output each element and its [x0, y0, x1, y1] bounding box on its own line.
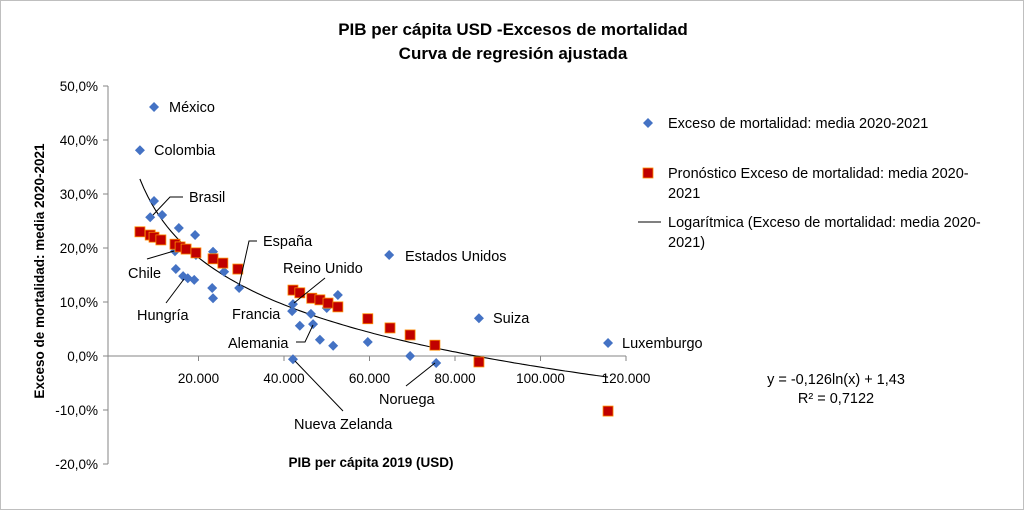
y-tick-label: -10,0%: [55, 403, 98, 418]
forecast-point: [190, 247, 202, 259]
observed-point: [207, 282, 218, 293]
forecast-point: [155, 234, 167, 246]
r-squared: R² = 0,7122: [798, 391, 874, 407]
leader-line-alemania: [296, 324, 314, 343]
observed-point: [190, 230, 201, 241]
observed-point: [145, 212, 156, 223]
forecast-point: [180, 243, 192, 255]
legend-marker-forecast: [642, 167, 654, 179]
forecast-point: [332, 301, 344, 313]
forecast-point: [404, 329, 416, 341]
x-axis-title: PIB per cápita 2019 (USD): [288, 455, 453, 470]
legend-marker-observed: [643, 118, 653, 128]
forecast-point: [207, 253, 219, 265]
x-tick-label: 40.000: [263, 371, 304, 386]
forecast-point: [362, 313, 374, 325]
observed-point: [208, 293, 219, 304]
point-label-chile: Chile: [128, 266, 161, 282]
legend: Exceso de mortalidad: media 2020-2021 Pr…: [638, 116, 981, 251]
legend-label-forecast-line-2: 2021: [668, 186, 700, 202]
leader-line-reino-unido: [293, 277, 326, 304]
point-label-hungria: Hungría: [137, 308, 190, 324]
regression-equation: y = -0,126ln(x) + 1,43: [767, 372, 905, 388]
observed-point: [189, 274, 200, 285]
y-tick-label: 10,0%: [60, 295, 98, 310]
observed-point: [384, 250, 395, 261]
legend-label-trendline-line-2: 2021): [668, 235, 705, 251]
legend-label-forecast-line-1: Pronóstico Exceso de mortalidad: media 2…: [668, 166, 969, 182]
observed-point: [362, 336, 373, 347]
leader-line-nueva-zelanda: [294, 360, 344, 412]
y-axis-title: Exceso de mortalidad: media 2020-2021: [32, 143, 47, 399]
chart-title-line-2: Curva de regresión ajustada: [399, 44, 628, 63]
leader-line-noruega: [405, 362, 436, 387]
y-tick-label: 40,0%: [60, 133, 98, 148]
leader-line-brasil: [152, 196, 183, 216]
leader-line-espana: [238, 240, 257, 287]
point-label-mexico: México: [169, 100, 215, 116]
forecast-point: [134, 226, 146, 238]
observed-point: [473, 313, 484, 324]
observed-point: [149, 196, 160, 207]
forecast-point: [232, 263, 244, 275]
legend-label-observed: Exceso de mortalidad: media 2020-2021: [668, 116, 928, 132]
y-tick-label: -20,0%: [55, 457, 98, 472]
forecast-point: [217, 257, 229, 269]
observed-point: [405, 351, 416, 361]
y-tick-label: 30,0%: [60, 187, 98, 202]
observed-point: [157, 210, 168, 221]
point-label-nueva-zelanda: Nueva Zelanda: [294, 417, 393, 433]
forecast-point: [602, 405, 614, 417]
point-label-noruega: Noruega: [379, 392, 436, 408]
observed-point: [328, 340, 339, 351]
observed-point: [332, 289, 343, 300]
x-tick-label: 60.000: [349, 371, 390, 386]
observed-point: [603, 338, 614, 349]
leader-line-chile: [146, 250, 175, 260]
forecast-point: [384, 322, 396, 334]
x-tick-label: 80.000: [434, 371, 475, 386]
observed-point: [308, 319, 319, 330]
observed-point: [314, 334, 325, 345]
point-label-reino-unido: Reino Unido: [283, 261, 363, 277]
x-tick-label: 120.000: [602, 371, 651, 386]
y-tick-label: 50,0%: [60, 79, 98, 94]
point-label-luxemburgo: Luxemburgo: [622, 336, 703, 352]
point-label-brasil: Brasil: [189, 190, 225, 206]
observed-point: [234, 282, 245, 293]
point-label-francia: Francia: [232, 307, 281, 323]
point-label-estados-unidos: Estados Unidos: [405, 249, 507, 265]
forecast-point: [429, 339, 441, 351]
observed-point: [173, 223, 184, 234]
point-label-alemania: Alemania: [228, 336, 289, 352]
x-tick-label: 100.000: [516, 371, 565, 386]
observed-point: [294, 320, 305, 331]
point-label-suiza: Suiza: [493, 311, 530, 327]
observed-point: [170, 264, 181, 275]
observed-point: [134, 145, 145, 156]
y-tick-label: 0,0%: [67, 349, 98, 364]
y-tick-label: 20,0%: [60, 241, 98, 256]
observed-point: [305, 308, 316, 319]
observed-point: [149, 102, 160, 113]
legend-label-trendline-line-1: Logarítmica (Exceso de mortalidad: media…: [668, 215, 981, 231]
forecast-point: [294, 287, 306, 299]
chart-title-line-1: PIB per cápita USD -Excesos de mortalida…: [338, 20, 688, 39]
observed-point: [431, 358, 442, 369]
leader-line-hungria: [165, 278, 185, 304]
point-label-colombia: Colombia: [154, 143, 216, 159]
forecast-point: [322, 297, 334, 309]
observed-point: [287, 306, 298, 317]
logarithmic-trendline: [139, 178, 609, 378]
forecast-point: [473, 356, 485, 368]
x-tick-label: 20.000: [178, 371, 219, 386]
point-label-espana: España: [263, 234, 313, 250]
observed-point: [219, 266, 230, 277]
